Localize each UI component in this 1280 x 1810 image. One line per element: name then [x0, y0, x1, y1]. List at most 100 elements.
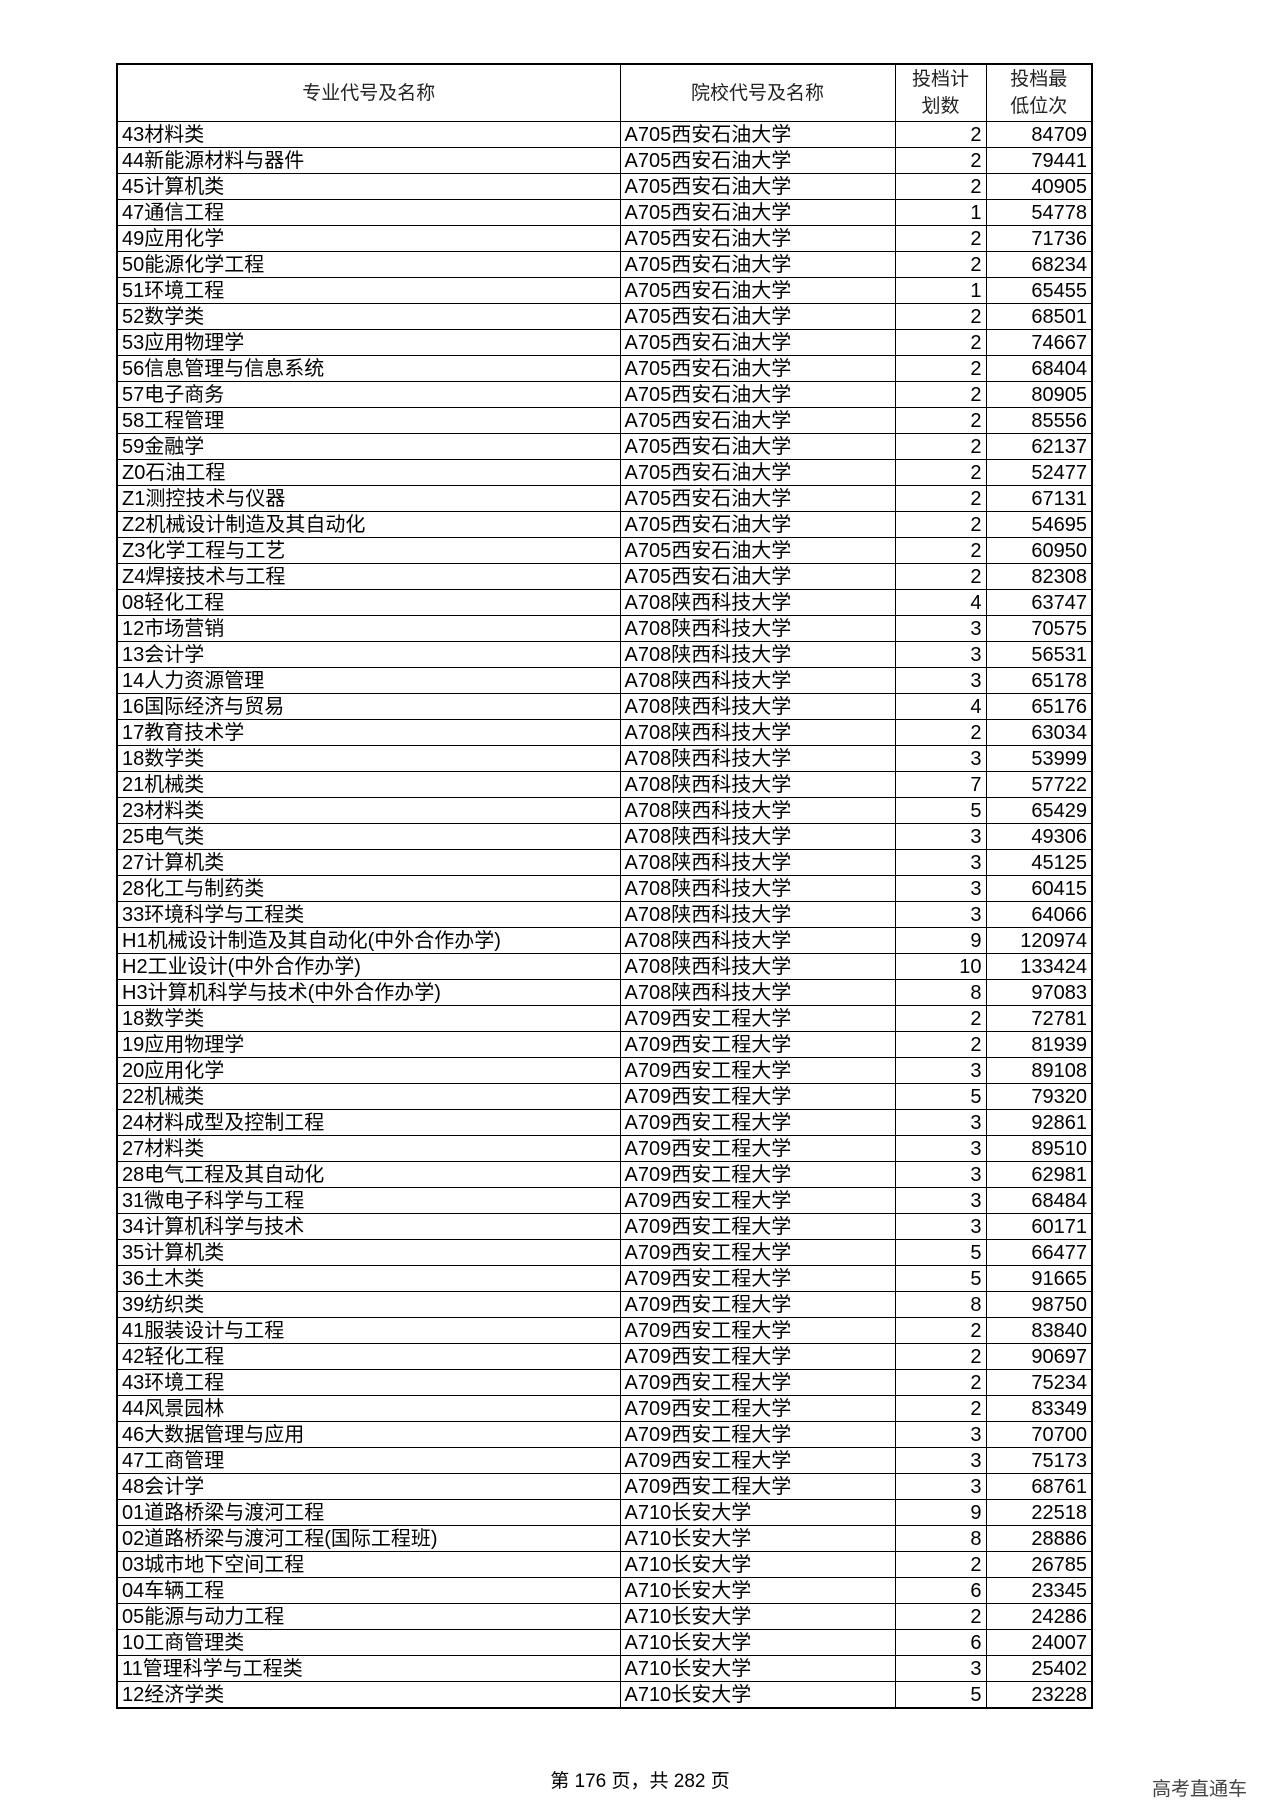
table-row: H3计算机科学与技术(中外合作办学) A708陕西科技大学 8 97083 — [116, 979, 1093, 1006]
plan-count-cell: 2 — [894, 147, 987, 174]
major-cell: 10工商管理类 — [116, 1629, 621, 1656]
school-cell: A705西安石油大学 — [619, 303, 896, 330]
min-rank-cell: 67131 — [985, 485, 1093, 512]
table-row: 46大数据管理与应用 A709西安工程大学 3 70700 — [116, 1421, 1093, 1448]
major-cell: 41服装设计与工程 — [116, 1317, 621, 1344]
min-rank-cell: 28886 — [985, 1525, 1093, 1552]
major-cell: 48会计学 — [116, 1473, 621, 1500]
plan-count-cell: 3 — [894, 901, 987, 928]
min-rank-cell: 65429 — [985, 797, 1093, 824]
min-rank-cell: 80905 — [985, 381, 1093, 408]
table-row: 12经济学类 A710长安大学 5 23228 — [116, 1681, 1093, 1709]
table-row: Z0石油工程 A705西安石油大学 2 52477 — [116, 459, 1093, 486]
school-cell: A709西安工程大学 — [619, 1161, 896, 1188]
min-rank-cell: 45125 — [985, 849, 1093, 876]
table-row: 18数学类 A709西安工程大学 2 72781 — [116, 1005, 1093, 1032]
major-cell: 08轻化工程 — [116, 589, 621, 616]
major-cell: 46大数据管理与应用 — [116, 1421, 621, 1448]
table-row: 04车辆工程 A710长安大学 6 23345 — [116, 1577, 1093, 1604]
table-row: 35计算机类 A709西安工程大学 5 66477 — [116, 1239, 1093, 1266]
table-row: Z3化学工程与工艺 A705西安石油大学 2 60950 — [116, 537, 1093, 564]
school-cell: A710长安大学 — [619, 1499, 896, 1526]
min-rank-cell: 24286 — [985, 1603, 1093, 1630]
major-cell: 28化工与制药类 — [116, 875, 621, 902]
table-row: 17教育技术学 A708陕西科技大学 2 63034 — [116, 719, 1093, 746]
plan-count-cell: 2 — [894, 537, 987, 564]
plan-count-cell: 2 — [894, 459, 987, 486]
plan-count-cell: 5 — [894, 1681, 987, 1709]
major-cell: 51环境工程 — [116, 277, 621, 304]
major-cell: 53应用物理学 — [116, 329, 621, 356]
min-rank-cell: 81939 — [985, 1031, 1093, 1058]
min-rank-cell: 49306 — [985, 823, 1093, 850]
table-row: 05能源与动力工程 A710长安大学 2 24286 — [116, 1603, 1093, 1630]
min-rank-cell: 98750 — [985, 1291, 1093, 1318]
major-cell: 18数学类 — [116, 1005, 621, 1032]
min-rank-cell: 79441 — [985, 147, 1093, 174]
school-cell: A708陕西科技大学 — [619, 745, 896, 772]
school-cell: A708陕西科技大学 — [619, 901, 896, 928]
plan-count-cell: 3 — [894, 1213, 987, 1240]
min-rank-cell: 54778 — [985, 199, 1093, 226]
plan-count-cell: 2 — [894, 381, 987, 408]
min-rank-cell: 68484 — [985, 1187, 1093, 1214]
major-cell: 44风景园林 — [116, 1395, 621, 1422]
major-cell: Z1测控技术与仪器 — [116, 485, 621, 512]
major-cell: 20应用化学 — [116, 1057, 621, 1084]
school-cell: A708陕西科技大学 — [619, 979, 896, 1006]
table-row: 39纺织类 A709西安工程大学 8 98750 — [116, 1291, 1093, 1318]
plan-count-cell: 3 — [894, 1187, 987, 1214]
table-row: 19应用物理学 A709西安工程大学 2 81939 — [116, 1031, 1093, 1058]
min-rank-cell: 60950 — [985, 537, 1093, 564]
major-cell: 01道路桥梁与渡河工程 — [116, 1499, 621, 1526]
school-cell: A705西安石油大学 — [619, 329, 896, 356]
min-rank-cell: 79320 — [985, 1083, 1093, 1110]
min-rank-cell: 120974 — [985, 927, 1093, 954]
table-header-row: 专业代号及名称 院校代号及名称 投档计划数 投档最低位次 — [116, 63, 1093, 122]
table-row: Z4焊接技术与工程 A705西安石油大学 2 82308 — [116, 563, 1093, 590]
plan-count-cell: 8 — [894, 979, 987, 1006]
school-cell: A710长安大学 — [619, 1577, 896, 1604]
plan-count-cell: 3 — [894, 641, 987, 668]
min-rank-cell: 40905 — [985, 173, 1093, 200]
school-cell: A710长安大学 — [619, 1551, 896, 1578]
min-rank-cell: 92861 — [985, 1109, 1093, 1136]
school-cell: A705西安石油大学 — [619, 537, 896, 564]
school-cell: A705西安石油大学 — [619, 381, 896, 408]
school-cell: A705西安石油大学 — [619, 173, 896, 200]
min-rank-cell: 26785 — [985, 1551, 1093, 1578]
min-rank-cell: 63747 — [985, 589, 1093, 616]
major-cell: 43环境工程 — [116, 1369, 621, 1396]
school-cell: A708陕西科技大学 — [619, 667, 896, 694]
min-rank-cell: 71736 — [985, 225, 1093, 252]
plan-count-cell: 3 — [894, 667, 987, 694]
admission-table: 专业代号及名称 院校代号及名称 投档计划数 投档最低位次 43材料类 A705西安… — [116, 63, 1093, 1709]
plan-count-cell: 2 — [894, 563, 987, 590]
plan-count-cell: 4 — [894, 693, 987, 720]
major-cell: 39纺织类 — [116, 1291, 621, 1318]
header-major: 专业代号及名称 — [116, 63, 621, 122]
school-cell: A705西安石油大学 — [619, 147, 896, 174]
min-rank-cell: 54695 — [985, 511, 1093, 538]
table-row: 16国际经济与贸易 A708陕西科技大学 4 65176 — [116, 693, 1093, 720]
major-cell: Z4焊接技术与工程 — [116, 563, 621, 590]
header-plan-count: 投档计划数 — [894, 63, 987, 122]
school-cell: A709西安工程大学 — [619, 1447, 896, 1474]
min-rank-cell: 68501 — [985, 303, 1093, 330]
plan-count-cell: 9 — [894, 927, 987, 954]
school-cell: A708陕西科技大学 — [619, 823, 896, 850]
plan-count-cell: 2 — [894, 1343, 987, 1370]
table-row: 59金融学 A705西安石油大学 2 62137 — [116, 433, 1093, 460]
watermark: 高考直通车 — [1152, 1779, 1248, 1800]
plan-count-cell: 2 — [894, 1551, 987, 1578]
table-row: 48会计学 A709西安工程大学 3 68761 — [116, 1473, 1093, 1500]
major-cell: 16国际经济与贸易 — [116, 693, 621, 720]
school-cell: A709西安工程大学 — [619, 1343, 896, 1370]
school-cell: A709西安工程大学 — [619, 1317, 896, 1344]
school-cell: A705西安石油大学 — [619, 433, 896, 460]
major-cell: 28电气工程及其自动化 — [116, 1161, 621, 1188]
school-cell: A708陕西科技大学 — [619, 927, 896, 954]
school-cell: A710长安大学 — [619, 1681, 896, 1709]
school-cell: A705西安石油大学 — [619, 511, 896, 538]
major-cell: 31微电子科学与工程 — [116, 1187, 621, 1214]
